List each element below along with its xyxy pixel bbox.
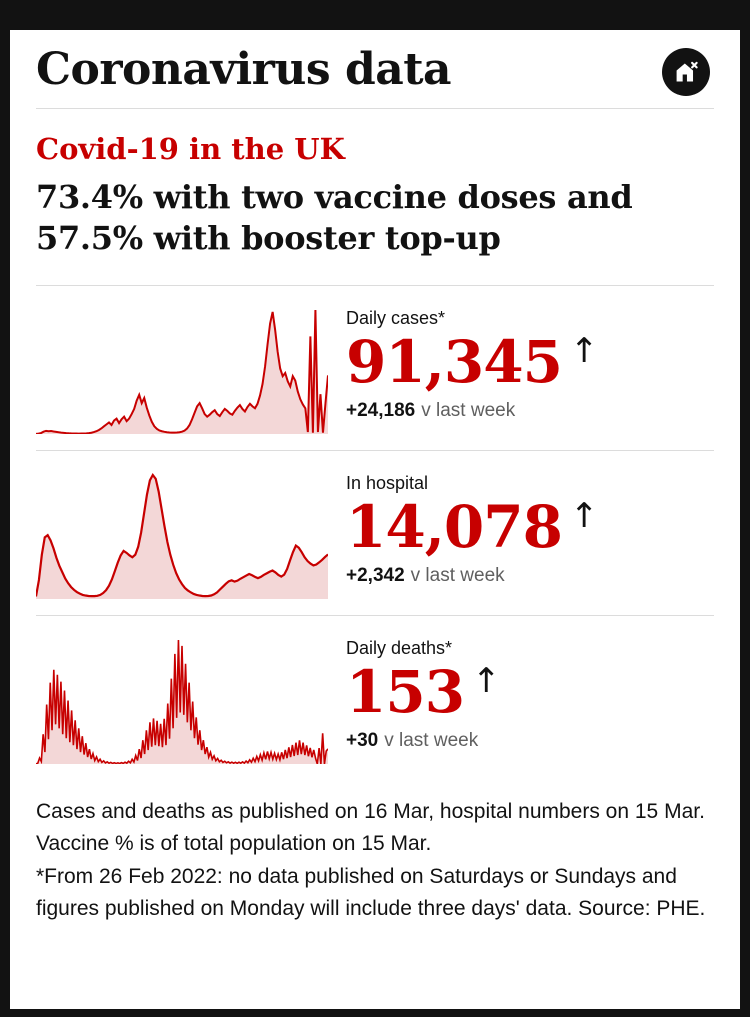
- daily-deaths-sparkline: [36, 636, 328, 764]
- stat-value: 153 ↑: [346, 662, 501, 722]
- trend-up-icon: ↑: [472, 660, 501, 701]
- stat-change: +30 v last week: [346, 730, 493, 752]
- stat-label: In hospital: [346, 472, 429, 493]
- stat-value: 91,345 ↑: [346, 332, 598, 392]
- row-divider-1: [36, 284, 714, 286]
- row-divider-2: [36, 449, 714, 451]
- trend-up-icon: ↑: [569, 330, 599, 371]
- stat-change: +2,342 v last week: [346, 565, 590, 587]
- daily-cases-chart: [36, 306, 328, 434]
- in-hospital-info: In hospital 14,078 ↑ +2,342 v last week: [346, 471, 598, 587]
- intro-section: Covid-19 in the UK 73.4% with two vaccin…: [10, 109, 740, 284]
- stat-change: +24,186 v last week: [346, 400, 590, 422]
- footnote-line-1: Cases and deaths as published on 16 Mar,…: [36, 799, 705, 856]
- daily-deaths-number: 153: [346, 657, 465, 726]
- change-suffix: v last week: [410, 564, 505, 586]
- stat-label: Daily deaths*: [346, 637, 453, 658]
- change-suffix: v last week: [384, 729, 479, 751]
- daily-deaths-chart: [36, 636, 328, 764]
- daily-deaths-info: Daily deaths* 153 ↑ +30 v last week: [346, 636, 501, 752]
- widget-card: Coronavirus data Covid-19 in the UK 73.4…: [10, 30, 740, 1009]
- in-hospital-sparkline: [36, 471, 328, 599]
- stat-row-daily-cases: Daily cases* 91,345 ↑ +24,186 v last week: [10, 286, 740, 450]
- header-divider: [36, 108, 714, 110]
- daily-cases-number: 91,345: [346, 327, 563, 396]
- home-button[interactable]: [662, 48, 710, 96]
- change-suffix: v last week: [421, 399, 516, 421]
- stat-value: 14,078 ↑: [346, 497, 598, 557]
- page-title: Coronavirus data: [36, 44, 452, 95]
- row-divider-3: [36, 614, 714, 616]
- stat-row-in-hospital: In hospital 14,078 ↑ +2,342 v last week: [10, 451, 740, 615]
- section-kicker: Covid-19 in the UK: [36, 132, 345, 167]
- home-icon: [673, 59, 700, 86]
- daily-cases-info: Daily cases* 91,345 ↑ +24,186 v last week: [346, 306, 598, 422]
- footnote-line-2: *From 26 Feb 2022: no data published on …: [36, 864, 706, 921]
- in-hospital-number: 14,078: [346, 492, 563, 561]
- stat-label: Daily cases*: [346, 307, 446, 328]
- daily-cases-sparkline: [36, 306, 328, 434]
- footnote: Cases and deaths as published on 16 Mar,…: [10, 780, 734, 926]
- header: Coronavirus data: [10, 30, 740, 108]
- change-delta: +30: [346, 729, 379, 751]
- change-delta: +24,186: [346, 399, 416, 421]
- change-delta: +2,342: [346, 564, 405, 586]
- trend-up-icon: ↑: [569, 495, 599, 536]
- vaccine-headline: 73.4% with two vaccine doses and 57.5% w…: [36, 177, 633, 257]
- stat-row-daily-deaths: Daily deaths* 153 ↑ +30 v last week: [10, 616, 740, 780]
- in-hospital-chart: [36, 471, 328, 599]
